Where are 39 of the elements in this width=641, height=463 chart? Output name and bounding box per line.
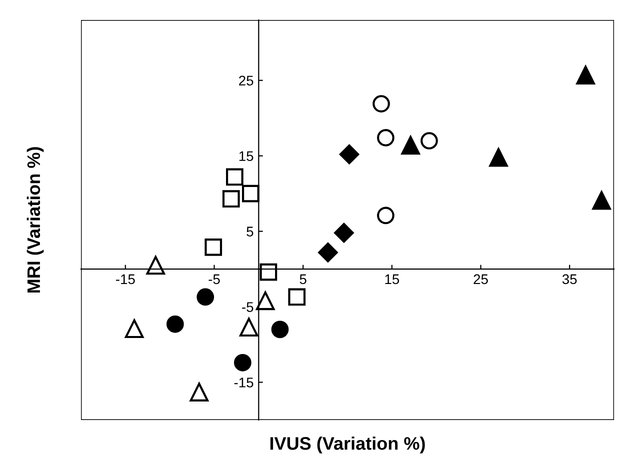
point: [166, 315, 184, 333]
x-tick-label: 35: [562, 274, 577, 284]
x-tick-label: 25: [474, 274, 488, 284]
x-tick-label: -15: [116, 274, 135, 284]
point: [377, 206, 394, 224]
x-tick-label: 15: [385, 274, 400, 284]
point: [288, 288, 306, 306]
point: [242, 184, 260, 202]
x-axis-title: IVUS (Variation %): [270, 436, 425, 454]
x-tick-label: -5: [208, 274, 220, 284]
point: [318, 242, 338, 262]
point: [401, 136, 420, 155]
y-tick-label: 15: [239, 151, 254, 162]
y-tick-label: 25: [239, 76, 254, 86]
point: [234, 354, 252, 372]
y-tick-label: -5: [242, 302, 254, 312]
point: [271, 320, 289, 338]
point: [334, 222, 354, 243]
y-tick-label: -15: [234, 378, 254, 388]
point: [190, 382, 209, 402]
point: [260, 263, 278, 281]
y-tick-label: 5: [246, 226, 254, 236]
y-axis-title: MRI (Variation %): [26, 147, 44, 293]
point: [222, 190, 240, 208]
point: [204, 238, 222, 256]
point: [592, 191, 611, 210]
x-tick-label: 5: [300, 274, 306, 284]
point: [146, 256, 165, 275]
point: [372, 95, 390, 112]
point: [196, 288, 214, 306]
point: [124, 319, 144, 338]
point: [256, 291, 275, 310]
point: [489, 148, 508, 167]
point: [226, 168, 244, 186]
point: [420, 132, 438, 150]
point: [576, 66, 595, 84]
point: [240, 318, 258, 337]
point: [339, 144, 360, 164]
point: [377, 129, 394, 146]
